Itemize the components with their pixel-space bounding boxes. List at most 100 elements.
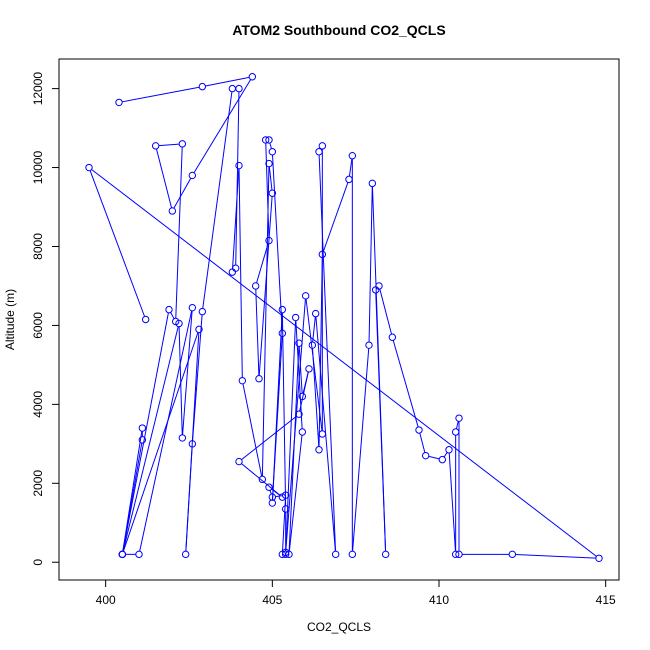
data-point — [455, 414, 463, 422]
data-point — [265, 483, 273, 491]
y-tick-label: 10000 — [31, 151, 45, 185]
data-point — [295, 410, 303, 418]
series-segment — [182, 310, 193, 435]
series-segment — [448, 452, 456, 552]
data-point — [451, 550, 460, 559]
series-segment — [139, 310, 193, 552]
data-point — [198, 307, 207, 316]
series-segment — [288, 435, 303, 552]
series-segment — [89, 170, 146, 317]
series-segment — [255, 289, 260, 376]
series-segment — [318, 257, 323, 447]
y-axis: 0 2000 4000 6000 8000 10000 12000 — [31, 72, 60, 566]
data-point — [258, 475, 267, 484]
data-point — [251, 282, 260, 290]
data-point — [438, 455, 447, 464]
data-point — [348, 550, 357, 559]
series-segment — [202, 91, 233, 309]
series-segment — [299, 371, 309, 412]
series-segment — [312, 316, 316, 343]
series-segment — [173, 177, 192, 209]
data-point — [268, 493, 277, 501]
data-point — [268, 189, 277, 197]
data-point — [315, 446, 323, 454]
y-tick-label: 12000 — [31, 72, 45, 106]
series-segment — [122, 312, 169, 552]
data-point — [235, 457, 243, 466]
data-point — [138, 436, 147, 444]
data-point — [231, 264, 240, 272]
data-point — [175, 319, 183, 328]
data-point — [455, 550, 463, 559]
plot-frame — [58, 58, 620, 581]
series-segment — [175, 147, 183, 319]
data-point — [165, 305, 173, 314]
series-segment — [265, 143, 270, 238]
data-point — [331, 550, 340, 559]
y-tick-label: 0 — [31, 559, 45, 566]
data-point — [151, 142, 160, 150]
data-point — [268, 148, 277, 156]
series-segment — [269, 142, 272, 149]
series-segment — [282, 498, 286, 552]
series-segment — [258, 196, 273, 376]
data-point — [291, 313, 300, 322]
series-segment — [368, 186, 373, 342]
series-segment — [322, 182, 349, 252]
data-point — [168, 207, 177, 215]
data-point — [138, 424, 147, 432]
series-segment — [379, 288, 393, 335]
series-segment — [318, 154, 337, 552]
data-point — [198, 82, 207, 91]
series-segment — [268, 166, 273, 191]
data-point — [261, 136, 270, 144]
data-point — [315, 148, 323, 156]
series-segment — [242, 383, 263, 477]
series-segment — [348, 158, 353, 177]
series-segment — [192, 314, 203, 441]
data-point — [348, 152, 357, 160]
series-segment — [352, 348, 370, 552]
data-point — [365, 341, 373, 349]
series-layer — [85, 73, 603, 562]
x-axis-label: CO2_QCLS — [307, 620, 371, 634]
data-point — [188, 440, 197, 448]
data-point — [415, 426, 423, 434]
data-point — [195, 325, 203, 334]
series-segment — [241, 463, 281, 496]
data-point — [255, 375, 263, 383]
series-segment — [91, 169, 597, 557]
x-tick-label: 405 — [262, 593, 282, 607]
y-axis-label: Altitude (m) — [3, 289, 17, 350]
data-point — [318, 430, 327, 438]
data-point — [345, 175, 353, 184]
data-point — [298, 392, 307, 401]
data-point — [188, 303, 197, 312]
series-segment — [419, 432, 426, 453]
series-segment — [241, 415, 297, 461]
series-segment — [392, 340, 419, 428]
data-point — [311, 309, 320, 318]
series-segment — [272, 154, 283, 331]
series-segment — [271, 312, 283, 500]
series-segment — [235, 91, 240, 265]
data-point — [318, 142, 327, 150]
series-segment — [271, 488, 281, 496]
series-segment — [375, 293, 387, 552]
data-point — [228, 268, 237, 276]
data-point — [141, 315, 150, 324]
y-tick-label: 2000 — [31, 470, 45, 497]
series-segment — [185, 446, 193, 552]
series-segment — [170, 312, 175, 319]
series-segment — [295, 320, 303, 429]
data-point — [265, 159, 273, 168]
data-point — [381, 550, 390, 559]
y-tick-label: 8000 — [31, 233, 45, 260]
data-point — [295, 339, 303, 347]
data-point — [228, 84, 237, 93]
data-point — [135, 550, 143, 559]
data-point — [375, 282, 383, 290]
data-point — [595, 554, 603, 562]
data-point — [445, 446, 453, 454]
